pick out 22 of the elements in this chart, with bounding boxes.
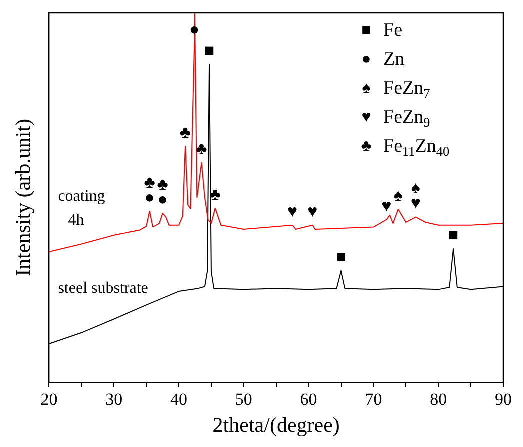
annotation: ■ (204, 40, 215, 60)
x-tick-label: 40 (170, 390, 188, 410)
annotation: ● Zn (362, 48, 406, 70)
annotation: ■ (336, 247, 346, 266)
series-label: steel substrate (58, 280, 148, 298)
annotation: ■ (448, 226, 459, 245)
x-tick-label: 20 (40, 390, 58, 410)
x-tick-label: 60 (300, 390, 318, 410)
annotation: ♥ (288, 202, 298, 221)
annotation: ♠ (394, 186, 403, 205)
annotation: ♥ (382, 196, 392, 216)
x-tick-label: 30 (106, 390, 123, 410)
x-tick-label: 90 (495, 390, 512, 410)
x-tick-label: 50 (235, 390, 252, 410)
y-axis-title: Intensity (arb.unit) (11, 118, 36, 276)
annotation: ♥ (308, 202, 318, 221)
annotation: ■ Fe (362, 20, 402, 41)
x-tick-label: 80 (430, 390, 448, 410)
annotation: ♣ (180, 122, 192, 142)
x-axis-title: 2theta/(degree) (212, 412, 340, 437)
series-label: coating 4h (58, 188, 106, 230)
x-tick-label: 70 (365, 390, 382, 410)
